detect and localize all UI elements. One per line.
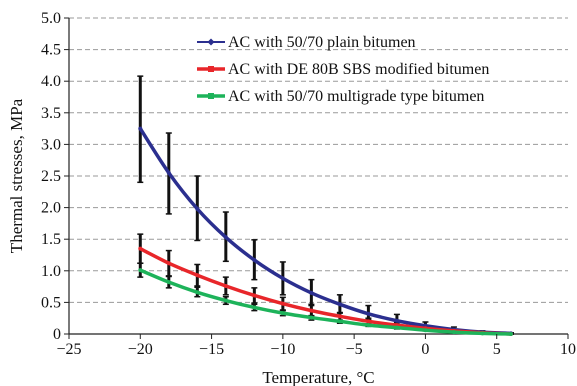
x-tick-label: 0 (421, 341, 429, 358)
y-tick-label: 2.0 (41, 200, 61, 217)
x-tick-label: −10 (270, 341, 295, 358)
y-tick-label: 1.5 (41, 231, 61, 248)
data-point (252, 305, 257, 310)
y-tick-label: 3.0 (41, 136, 61, 153)
data-point (252, 293, 257, 298)
data-point (423, 328, 428, 333)
data-point (309, 315, 314, 320)
x-tick-label: 10 (560, 341, 576, 358)
legend: AC with 50/70 plain bitumen AC with DE 80… (197, 34, 489, 105)
data-point (195, 206, 200, 211)
data-point (138, 268, 143, 273)
legend-item-3: AC with 50/70 multigrade type bitumen (197, 88, 484, 105)
y-tick-label: 4.5 (41, 42, 61, 59)
data-point (480, 331, 485, 336)
y-tick-label: 2.5 (41, 168, 61, 185)
data-point (366, 323, 371, 328)
data-point (337, 302, 342, 307)
data-point (394, 325, 399, 330)
y-tick-label: 4.0 (41, 73, 61, 90)
x-tick-label: −5 (346, 341, 363, 358)
data-point (394, 318, 399, 323)
y-tick-label: 5.0 (41, 10, 61, 27)
series-lines (138, 126, 513, 336)
data-point (366, 319, 371, 324)
legend-label: AC with DE 80B SBS modified bitumen (228, 61, 489, 78)
data-point (366, 311, 371, 316)
data-point (223, 235, 228, 240)
data-point (138, 126, 143, 131)
legend-marker (207, 38, 215, 46)
data-point (138, 246, 143, 251)
y-tick-label: 1.0 (41, 263, 61, 280)
legend-item-2: AC with DE 80B SBS modified bitumen (197, 61, 489, 78)
x-tick-label: −20 (128, 341, 153, 358)
grid (69, 17, 568, 303)
data-point (337, 314, 342, 319)
data-point (451, 330, 456, 335)
data-point (195, 290, 200, 295)
legend-item-1: AC with 50/70 plain bitumen (197, 34, 416, 51)
data-point (223, 298, 228, 303)
y-axis-title: Thermal stresses, MPa (7, 98, 26, 253)
data-point (309, 308, 314, 313)
data-point (280, 301, 285, 306)
y-tick-label: 3.5 (41, 105, 61, 122)
data-point (508, 332, 513, 336)
data-point (166, 261, 171, 266)
y-tick-label: 0.5 (41, 294, 61, 311)
x-tick-label: −25 (56, 341, 81, 358)
data-point (166, 280, 171, 285)
data-point (252, 258, 257, 263)
data-point (195, 273, 200, 278)
tick-labels: 0 0.5 1.0 1.5 2.0 2.5 3.0 3.5 4.0 4.5 5.0 −25 −20 −15… (41, 10, 576, 358)
data-point (309, 290, 314, 295)
legend-marker (208, 66, 214, 72)
data-point (280, 311, 285, 316)
x-tick-label: 5 (493, 341, 501, 358)
legend-label: AC with 50/70 multigrade type bitumen (228, 88, 484, 105)
y-tick-label: 0 (53, 326, 61, 343)
x-axis-title: Temperature, °C (262, 368, 374, 386)
legend-marker (208, 93, 214, 99)
x-tick-label: −15 (199, 341, 224, 358)
data-point (337, 319, 342, 324)
series-line-3 (139, 268, 512, 336)
legend-label: AC with 50/70 plain bitumen (228, 34, 416, 51)
data-point (280, 276, 285, 281)
data-point (166, 170, 171, 175)
data-point (223, 283, 228, 288)
